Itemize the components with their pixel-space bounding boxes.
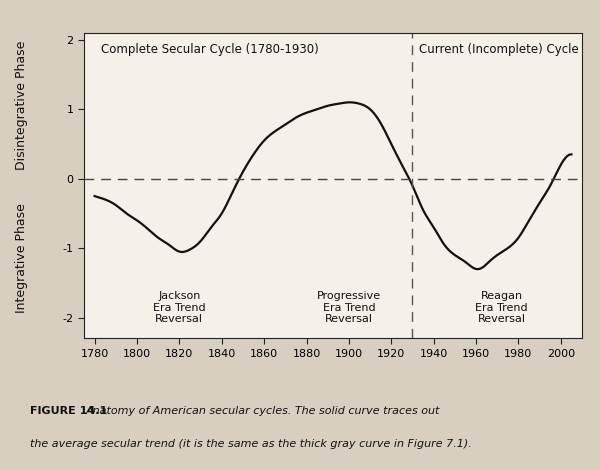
Text: Current (Incomplete) Cycle: Current (Incomplete) Cycle [419,43,578,56]
Text: Complete Secular Cycle (1780-1930): Complete Secular Cycle (1780-1930) [101,43,319,56]
Text: the average secular trend (it is the same as the thick gray curve in Figure 7.1): the average secular trend (it is the sam… [30,439,472,449]
Text: Reagan
Era Trend
Reversal: Reagan Era Trend Reversal [475,291,528,324]
Text: Integrative Phase: Integrative Phase [14,204,28,313]
Text: Jackson
Era Trend
Reversal: Jackson Era Trend Reversal [153,291,206,324]
Text: Progressive
Era Trend
Reversal: Progressive Era Trend Reversal [317,291,381,324]
Text: Anatomy of American secular cycles. The solid curve traces out: Anatomy of American secular cycles. The … [85,406,440,416]
Text: Disintegrative Phase: Disintegrative Phase [14,41,28,171]
Text: FIGURE 14.1: FIGURE 14.1 [30,406,111,416]
